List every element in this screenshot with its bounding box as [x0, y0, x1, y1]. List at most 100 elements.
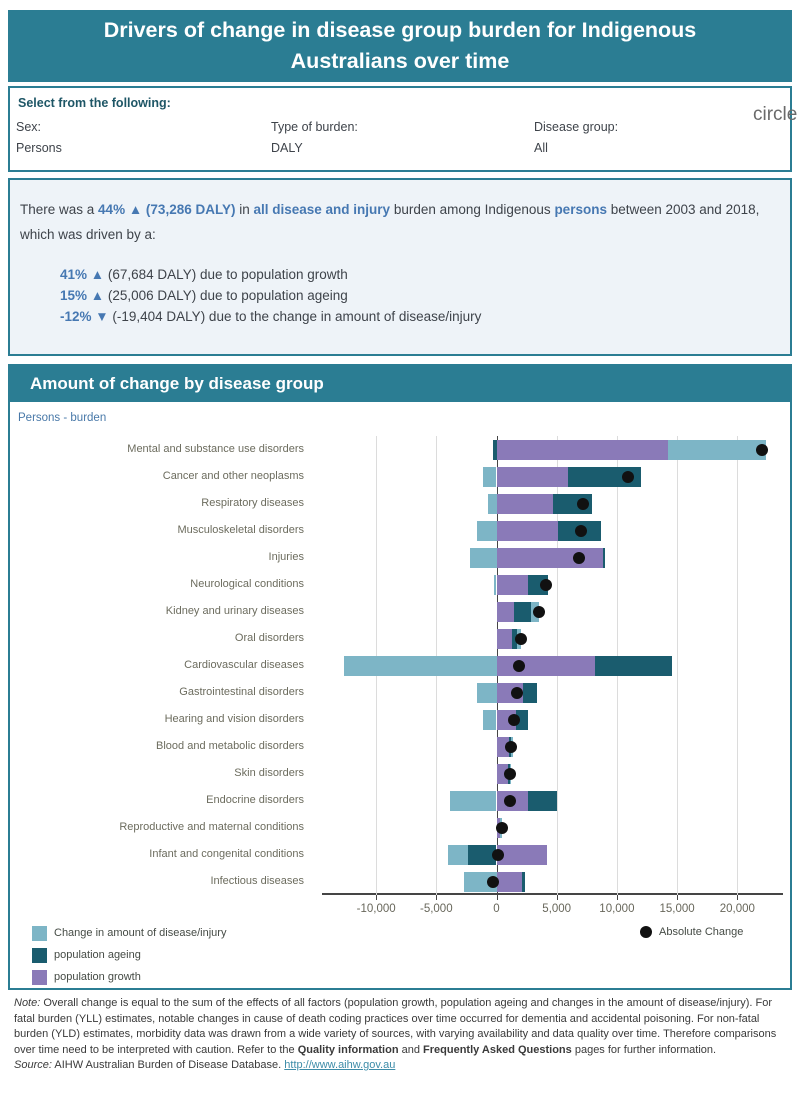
bar-growth[interactable]: [496, 763, 509, 784]
x-axis: -10,000 -5,000 0 5,000 10,000 15,000 20,000: [322, 895, 783, 923]
row-label: Gastrointestinal disorders: [179, 686, 304, 698]
bar-growth[interactable]: [496, 493, 553, 514]
row-label: Oral disorders: [234, 632, 304, 644]
row-label: Infant and congenital conditions: [149, 848, 304, 860]
bar-amount[interactable]: [482, 709, 497, 730]
bar-ageing[interactable]: [516, 709, 528, 730]
absolute-change-dot[interactable]: [539, 578, 552, 591]
summary-text: in: [235, 202, 254, 217]
absolute-change-dot[interactable]: [577, 497, 590, 510]
axis-tick: [677, 895, 679, 900]
row-label: Infectious diseases: [210, 875, 304, 887]
bar-ageing[interactable]: [514, 601, 531, 622]
axis-tick-label: -5,000: [419, 903, 453, 915]
driver-line: 15% ▲ (25,006 DALY) due to population ag…: [60, 285, 780, 306]
row-label: Respiratory diseases: [201, 497, 304, 509]
absolute-change-dot[interactable]: [508, 713, 520, 726]
absolute-change-dot[interactable]: [513, 659, 526, 672]
legend-item-ageing[interactable]: population ageing: [32, 944, 226, 966]
row-label: Hearing and vision disorders: [164, 713, 304, 725]
axis-tick-label: 20,000: [719, 903, 755, 915]
filter-field-typeofburden: Type of burden: DALY: [271, 120, 358, 155]
bar-growth[interactable]: [496, 655, 595, 676]
bar-ageing[interactable]: [492, 439, 497, 460]
axis-tick-label: 0: [493, 903, 500, 915]
summary-text: There was a: [20, 202, 99, 217]
source-link[interactable]: http://www.aihw.gov.au: [284, 1059, 396, 1071]
summary-panel: There was a 44% ▲ (73,286 DALY) in all d…: [8, 178, 792, 356]
absolute-change-dot[interactable]: [505, 740, 517, 753]
driver-description: (-19,404 DALY) due to the change in amou…: [108, 309, 482, 324]
absolute-change-dot[interactable]: [621, 470, 634, 483]
legend-item-growth[interactable]: population growth: [32, 966, 226, 988]
axis-tick: [616, 895, 618, 900]
bar-growth[interactable]: [496, 871, 523, 892]
row-label: Musculoskeletal disorders: [177, 524, 304, 536]
source-text: Source: AIHW Australian Burden of Diseas…: [14, 1058, 792, 1074]
absolute-change-dot[interactable]: [503, 767, 516, 780]
absolute-change-dot[interactable]: [486, 875, 499, 888]
note-segment: Frequently Asked Questions: [423, 1043, 572, 1056]
driver-line: 41% ▲ (67,684 DALY) due to population gr…: [60, 264, 780, 285]
absolute-change-dot[interactable]: [755, 443, 768, 456]
driver-percent: 41% ▲: [60, 267, 105, 282]
bar-amount[interactable]: [494, 574, 497, 595]
bar-growth[interactable]: [496, 547, 603, 568]
bar-growth[interactable]: [496, 466, 569, 487]
bar-amount[interactable]: [482, 466, 497, 487]
driver-description: (25,006 DALY) due to population ageing: [104, 288, 348, 303]
absolute-change-dot[interactable]: [575, 524, 588, 537]
absolute-change-dot[interactable]: [503, 794, 516, 807]
bar-amount[interactable]: [487, 493, 497, 514]
filter-value-dropdown[interactable]: DALY: [271, 141, 303, 155]
chart-title-bar: Amount of change by disease group: [10, 366, 790, 402]
bar-amount[interactable]: [668, 439, 767, 460]
driver-description: (67,684 DALY) due to population growth: [104, 267, 348, 282]
axis-tick: [436, 895, 438, 900]
absolute-change-dot[interactable]: [533, 605, 546, 618]
bar-amount[interactable]: [447, 844, 469, 865]
bar-amount[interactable]: [344, 655, 497, 676]
bar-growth[interactable]: [496, 520, 558, 541]
bar-growth[interactable]: [496, 439, 668, 460]
axis-tick: [376, 895, 378, 900]
absolute-change-dot[interactable]: [573, 551, 585, 564]
bar-ageing[interactable]: [522, 871, 526, 892]
bar-growth[interactable]: [496, 736, 510, 757]
bar-ageing[interactable]: [528, 790, 557, 811]
absolute-change-dot[interactable]: [495, 821, 508, 834]
absolute-change-dot[interactable]: [511, 686, 523, 699]
bar-amount[interactable]: [470, 547, 497, 568]
bar-growth[interactable]: [496, 574, 529, 595]
filter-label: Disease group:: [534, 120, 619, 134]
chart-subtitle: Persons - burden: [18, 412, 107, 424]
row-label: Neurological conditions: [190, 578, 304, 590]
absolute-change-dot[interactable]: [514, 632, 527, 645]
row-label: Cancer and other neoplasms: [162, 470, 304, 482]
legend-item-amount[interactable]: Change in amount of disease/injury: [32, 922, 226, 944]
absolute-change-legend[interactable]: Absolute Change: [640, 926, 743, 938]
absolute-change-dot[interactable]: [492, 848, 505, 861]
axis-tick-label: -10,000: [356, 903, 396, 915]
bar-amount[interactable]: [477, 520, 497, 541]
row-label: Skin disorders: [234, 767, 304, 779]
bar-ageing[interactable]: [468, 844, 497, 865]
bar-amount[interactable]: [449, 790, 497, 811]
note-segment: Note:: [14, 997, 41, 1009]
color-legend: Change in amount of disease/injury popula…: [32, 922, 226, 988]
bar-ageing[interactable]: [603, 547, 606, 568]
summary-highlight: all disease and injury: [253, 202, 391, 217]
source-segment: AIHW Australian Burden of Disease Databa…: [51, 1059, 285, 1071]
bar-amount[interactable]: [476, 682, 497, 703]
bar-ageing[interactable]: [511, 628, 517, 649]
filter-value-dropdown[interactable]: All: [534, 141, 548, 155]
bar-ageing[interactable]: [523, 682, 537, 703]
bar-growth[interactable]: [496, 844, 548, 865]
row-label: Kidney and urinary diseases: [165, 605, 304, 617]
filter-value-dropdown[interactable]: Persons: [16, 141, 62, 155]
bar-growth[interactable]: [496, 628, 512, 649]
driver-percent: -12% ▼: [60, 309, 109, 324]
bar-growth[interactable]: [496, 601, 514, 622]
note-segment: Quality information: [297, 1043, 399, 1056]
bar-ageing[interactable]: [594, 655, 672, 676]
